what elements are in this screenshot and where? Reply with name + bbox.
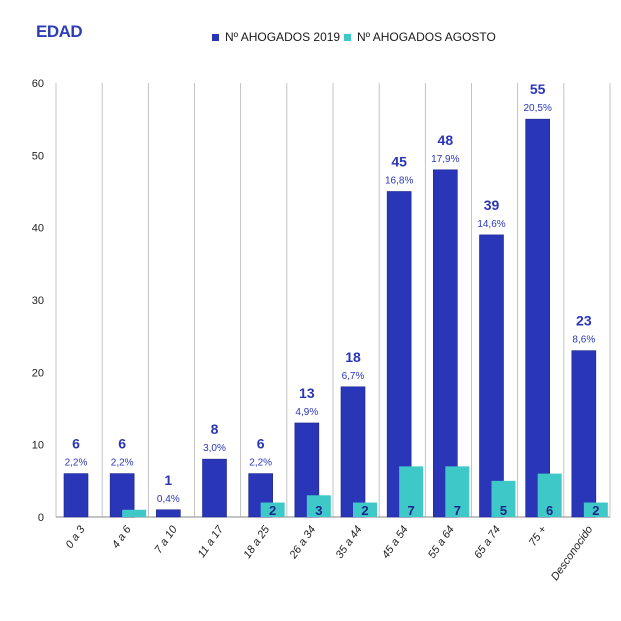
percent-label-2019: 2,2% [111, 458, 134, 469]
bar-agosto [353, 502, 377, 517]
bar-2019 [340, 386, 366, 518]
legend-swatch-agosto [344, 33, 351, 41]
y-tick-label: 10 [32, 440, 44, 452]
x-tick-label: 11 a 17 [196, 523, 227, 560]
value-label-agosto: 6 [546, 503, 553, 518]
value-label-2019: 45 [391, 154, 407, 170]
legend-item-2019: Nº AHOGADOS 2019 [212, 30, 340, 44]
bar-2019 [525, 118, 550, 518]
bar-2019 [433, 169, 458, 518]
bar-2019 [571, 350, 597, 518]
bar-2019 [156, 509, 181, 518]
legend-label-2019: Nº AHOGADOS 2019 [225, 30, 341, 44]
bar-agosto [122, 509, 147, 517]
value-label-agosto: 2 [361, 503, 368, 518]
legend-swatch-2019 [212, 33, 219, 41]
value-label-2019: 6 [72, 436, 80, 452]
x-tick-label: 0 a 3 [64, 523, 88, 551]
bar-agosto [537, 473, 562, 517]
value-label-agosto: 2 [592, 503, 599, 518]
value-label-2019: 48 [438, 132, 454, 148]
x-tick-label: 18 a 25 [241, 523, 272, 561]
percent-label-2019: 0,4% [157, 494, 180, 505]
value-label-2019: 6 [257, 436, 265, 452]
value-label-2019: 1 [164, 472, 172, 488]
x-tick-label: 26 a 34 [287, 524, 318, 562]
y-tick-label: 30 [32, 295, 44, 307]
percent-label-2019: 14,6% [477, 219, 505, 230]
percent-label-2019: 16,8% [385, 176, 413, 187]
value-label-2019: 23 [576, 313, 592, 329]
percent-label-2019: 8,6% [572, 335, 595, 346]
percent-label-2019: 20,5% [523, 103, 551, 114]
percent-label-2019: 3,0% [203, 443, 226, 454]
legend-item-agosto: Nº AHOGADOS AGOSTO [344, 30, 496, 44]
value-label-agosto: 7 [408, 503, 415, 518]
value-label-agosto: 7 [454, 503, 461, 518]
x-tick-label: Desconocido [549, 524, 595, 583]
x-tick-label: 75 + [527, 523, 550, 548]
legend-label-agosto: Nº AHOGADOS AGOSTO [357, 30, 496, 44]
x-tick-label: 65 a 74 [472, 524, 503, 561]
value-label-2019: 13 [299, 385, 315, 401]
bar-agosto [491, 480, 516, 517]
y-tick-label: 20 [32, 367, 44, 379]
percent-label-2019: 2,2% [65, 458, 88, 469]
value-label-2019: 39 [484, 197, 500, 213]
x-tick-label: 45 a 54 [380, 524, 411, 561]
value-label-2019: 55 [530, 81, 546, 97]
bar-agosto [260, 502, 285, 517]
value-label-2019: 8 [211, 421, 219, 437]
percent-label-2019: 4,9% [295, 407, 318, 418]
y-tick-label: 50 [32, 150, 44, 162]
percent-label-2019: 6,7% [342, 371, 365, 382]
x-tick-label: 7 a 10 [152, 523, 180, 556]
value-label-2019: 18 [345, 349, 361, 365]
chart-title: EDAD [36, 22, 83, 41]
x-tick-label: 55 a 64 [426, 524, 457, 561]
x-tick-label: 35 a 44 [334, 524, 365, 561]
bar-agosto [583, 502, 608, 517]
value-label-2019: 6 [118, 436, 126, 452]
percent-label-2019: 2,2% [249, 458, 272, 469]
value-label-agosto: 3 [315, 503, 322, 518]
value-label-agosto: 2 [269, 503, 276, 518]
y-tick-label: 0 [38, 512, 44, 524]
bar-agosto [445, 466, 470, 517]
bar-agosto [399, 466, 424, 517]
bar-agosto [306, 495, 331, 517]
bar-2019 [63, 473, 89, 518]
bar-2019 [202, 458, 227, 518]
bar-2019 [479, 234, 504, 518]
bar-2019 [386, 191, 412, 518]
x-tick-label: 4 a 6 [110, 523, 134, 551]
y-tick-label: 60 [32, 78, 44, 90]
y-tick-label: 40 [32, 223, 44, 235]
percent-label-2019: 17,9% [431, 154, 459, 165]
value-label-agosto: 5 [500, 503, 507, 518]
